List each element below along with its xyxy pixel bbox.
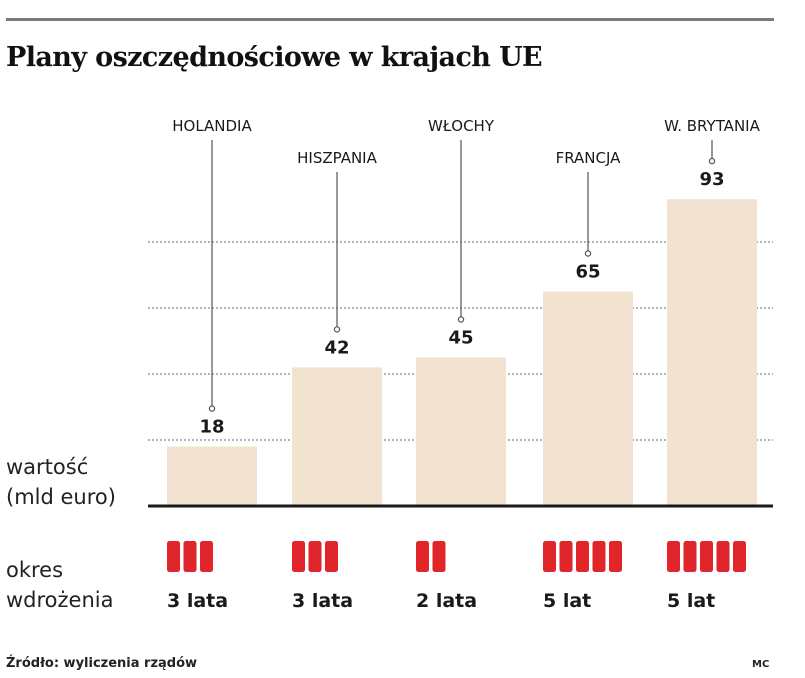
chart-title: Plany oszczędnościowe w krajach UE <box>6 42 543 73</box>
leader-dot <box>333 326 341 333</box>
period-value-label: 5 lat <box>543 590 591 612</box>
period-block <box>667 541 680 572</box>
period-value-label: 2 lata <box>416 590 477 612</box>
y-axis-label-line1: wartość <box>6 455 89 479</box>
period-block <box>416 541 429 572</box>
period-value-label: 5 lat <box>667 590 715 612</box>
period-block <box>543 541 556 572</box>
period-block <box>167 541 180 572</box>
period-block <box>700 541 713 572</box>
country-label: HISZPANIA <box>297 149 377 167</box>
bar-value-label: 45 <box>448 328 473 349</box>
period-block <box>592 541 606 572</box>
bar <box>167 446 257 506</box>
bar <box>667 199 757 506</box>
source-note: Źródło: wyliczenia rządów <box>6 656 198 671</box>
bar-value-label: 18 <box>199 417 224 438</box>
leader-dot <box>457 316 465 323</box>
period-block <box>200 541 213 572</box>
period-block <box>733 541 746 572</box>
period-block <box>716 541 730 572</box>
period-block <box>432 541 446 572</box>
country-label: WŁOCHY <box>428 117 495 135</box>
leader-dot <box>208 405 216 412</box>
bar-value-label: 65 <box>575 262 600 283</box>
period-block <box>292 541 305 572</box>
leader-dot <box>708 157 716 165</box>
period-block <box>183 541 197 572</box>
country-label: W. BRYTANIA <box>664 117 760 135</box>
period-label-line1: okres <box>6 558 64 582</box>
country-label: HOLANDIA <box>172 117 252 135</box>
country-label: FRANCJA <box>556 149 622 167</box>
bar <box>543 291 633 506</box>
bar-value-label: 42 <box>324 337 349 358</box>
period-block <box>559 541 573 572</box>
bar <box>416 357 506 506</box>
period-block <box>576 541 589 572</box>
period-block <box>683 541 697 572</box>
bar <box>292 367 382 506</box>
y-axis-label-line2: (mld euro) <box>6 485 116 509</box>
top-rule <box>6 18 774 21</box>
author-credit: MC <box>752 659 770 670</box>
period-block <box>308 541 322 572</box>
period-label-line2: wdrożenia <box>6 588 114 612</box>
leader-dot <box>584 250 592 257</box>
period-block <box>325 541 338 572</box>
period-block <box>609 541 622 572</box>
bar-value-label: 93 <box>699 169 724 190</box>
period-value-label: 3 lata <box>167 590 228 612</box>
period-value-label: 3 lata <box>292 590 353 612</box>
